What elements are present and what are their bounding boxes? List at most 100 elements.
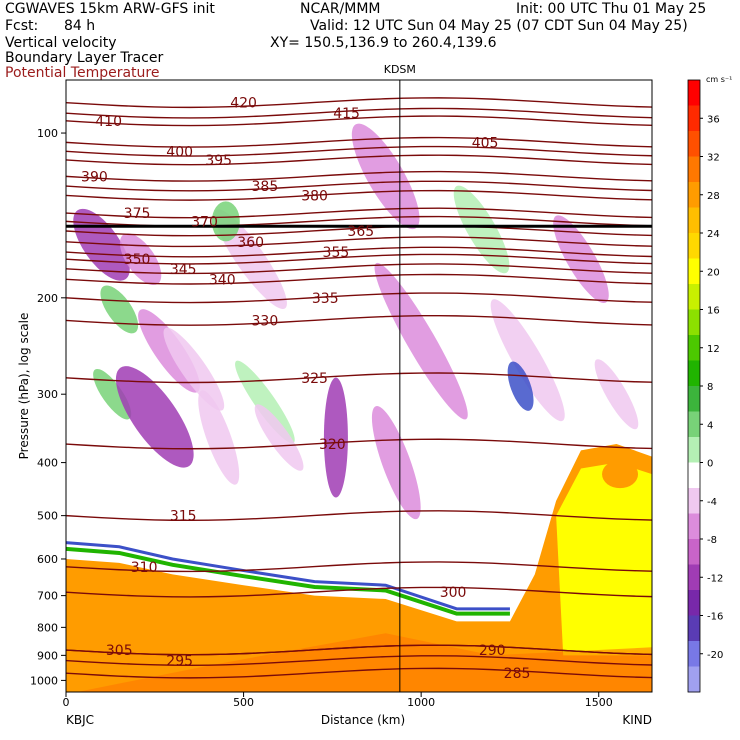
colorbar-swatch (688, 437, 700, 463)
x-tick-label: 1500 (585, 696, 613, 709)
theta-line (66, 225, 652, 237)
station-right-label: KIND (622, 713, 652, 727)
theta-line (66, 263, 652, 275)
w-field-shape (198, 390, 240, 485)
w-field-shape (119, 233, 162, 286)
theta-label: 370 (191, 214, 218, 230)
y-tick-label: 700 (37, 590, 58, 603)
theta-label: 355 (323, 245, 350, 261)
model-title: CGWAVES 15km ARW-GFS init (5, 1, 215, 17)
tracer-core (602, 460, 639, 489)
theta-line (66, 145, 652, 157)
theta-label: 335 (312, 291, 339, 307)
colorbar-label: -8 (707, 535, 717, 546)
theta-label: 405 (472, 135, 499, 151)
x-axis-label: Distance (km) (321, 713, 405, 727)
theta-label: 415 (333, 106, 360, 122)
theta-contours (66, 97, 652, 679)
org-label: NCAR/MMM (300, 1, 381, 17)
colorbar-unit: cm s⁻¹ (706, 75, 732, 84)
theta-line (66, 207, 652, 219)
theta-line (66, 644, 652, 656)
init-time: Init: 00 UTC Thu 01 May 25 (516, 1, 707, 17)
colorbar-swatch (688, 207, 700, 234)
colorbar-label: 32 (707, 153, 720, 164)
tracer-region (66, 444, 652, 692)
xy-coordinates: XY= 150.5,136.9 to 260.4,139.6 (270, 35, 497, 51)
theta-line (66, 189, 652, 201)
theta-label: 295 (166, 654, 193, 670)
colorbar-swatch (688, 615, 700, 642)
theta-line (66, 561, 652, 573)
y-tick-label: 100 (37, 127, 58, 140)
colorbar-swatch (688, 513, 700, 540)
w-field-shape (594, 359, 639, 430)
y-axis-ticks: 100 200 300 400 500 600 700 800 900 1000 (30, 127, 66, 687)
fcst-value: 84 h (64, 18, 96, 34)
colorbar-swatch (688, 462, 700, 489)
y-tick-label: 400 (37, 457, 58, 470)
theta-label: 395 (205, 153, 232, 169)
w-field-shape (371, 406, 421, 520)
colorbar-swatch (688, 258, 700, 285)
y-tick-label: 300 (37, 388, 58, 401)
station-mid-label: KDSM (384, 63, 416, 76)
x-tick-label: 500 (233, 696, 254, 709)
colorbar-label: 16 (707, 306, 720, 317)
colorbar-swatch (688, 539, 700, 565)
y-tick-label: 800 (37, 621, 58, 634)
theta-label: 420 (230, 96, 257, 112)
colorbar-swatch (688, 80, 700, 106)
colorbar-label: -20 (707, 650, 723, 661)
field-vertical-velocity: Vertical velocity (5, 35, 117, 51)
theta-label: 345 (170, 262, 197, 278)
field-potential-temperature: Potential Temperature (5, 65, 160, 81)
theta-label: 400 (166, 144, 193, 160)
theta-line (66, 586, 652, 598)
w-field-shape (163, 327, 225, 411)
theta-line (66, 314, 652, 326)
colorbar-swatch (688, 564, 700, 591)
theta-line (66, 667, 652, 679)
valid-time: Valid: 12 UTC Sun 04 May 25 (07 CDT Sun … (310, 18, 688, 34)
colorbar-swatch (688, 386, 700, 412)
station-left-label: KBJC (66, 713, 94, 727)
w-field-shape (490, 299, 565, 422)
colorbar-label: -4 (707, 497, 717, 508)
theta-line (66, 236, 652, 248)
colorbar-swatch (688, 284, 700, 310)
colorbar-label: 24 (707, 229, 720, 240)
x-axis-ticks: 0 500 1000 1500 (63, 692, 613, 709)
y-tick-label: 600 (37, 553, 58, 566)
colorbar-swatch (688, 590, 700, 616)
colorbar-swatch (688, 131, 700, 157)
theta-line (66, 136, 652, 148)
theta-label: 300 (440, 585, 467, 601)
theta-label: 330 (252, 313, 279, 329)
colorbar-swatch (688, 156, 700, 183)
theta-label: 385 (252, 179, 279, 195)
theta-label: 320 (319, 437, 346, 453)
colorbar: 36 32 28 24 20 16 12 8 4 0 -4 -8 -12 -16 -20 (687, 79, 723, 693)
colorbar-swatch (688, 360, 700, 387)
colorbar-swatch (688, 666, 700, 693)
w-field-shape (453, 185, 510, 274)
theta-line (66, 372, 652, 384)
w-field-shape (323, 377, 348, 498)
theta-line (66, 154, 652, 166)
theta-line (66, 180, 652, 192)
theta-line (66, 170, 652, 182)
y-tick-label: 900 (37, 649, 58, 662)
theta-label: 365 (347, 224, 374, 240)
theta-label: 360 (237, 235, 264, 251)
colorbar-label: 20 (707, 267, 720, 278)
tracer-high-region (556, 462, 652, 656)
w-field-shape (374, 262, 468, 420)
x-tick-label: 1000 (407, 696, 435, 709)
colorbar-label: 0 (707, 459, 713, 470)
y-tick-label: 200 (37, 292, 58, 305)
theta-line (66, 292, 652, 304)
w-field-shape (507, 361, 534, 411)
theta-line (66, 107, 652, 119)
